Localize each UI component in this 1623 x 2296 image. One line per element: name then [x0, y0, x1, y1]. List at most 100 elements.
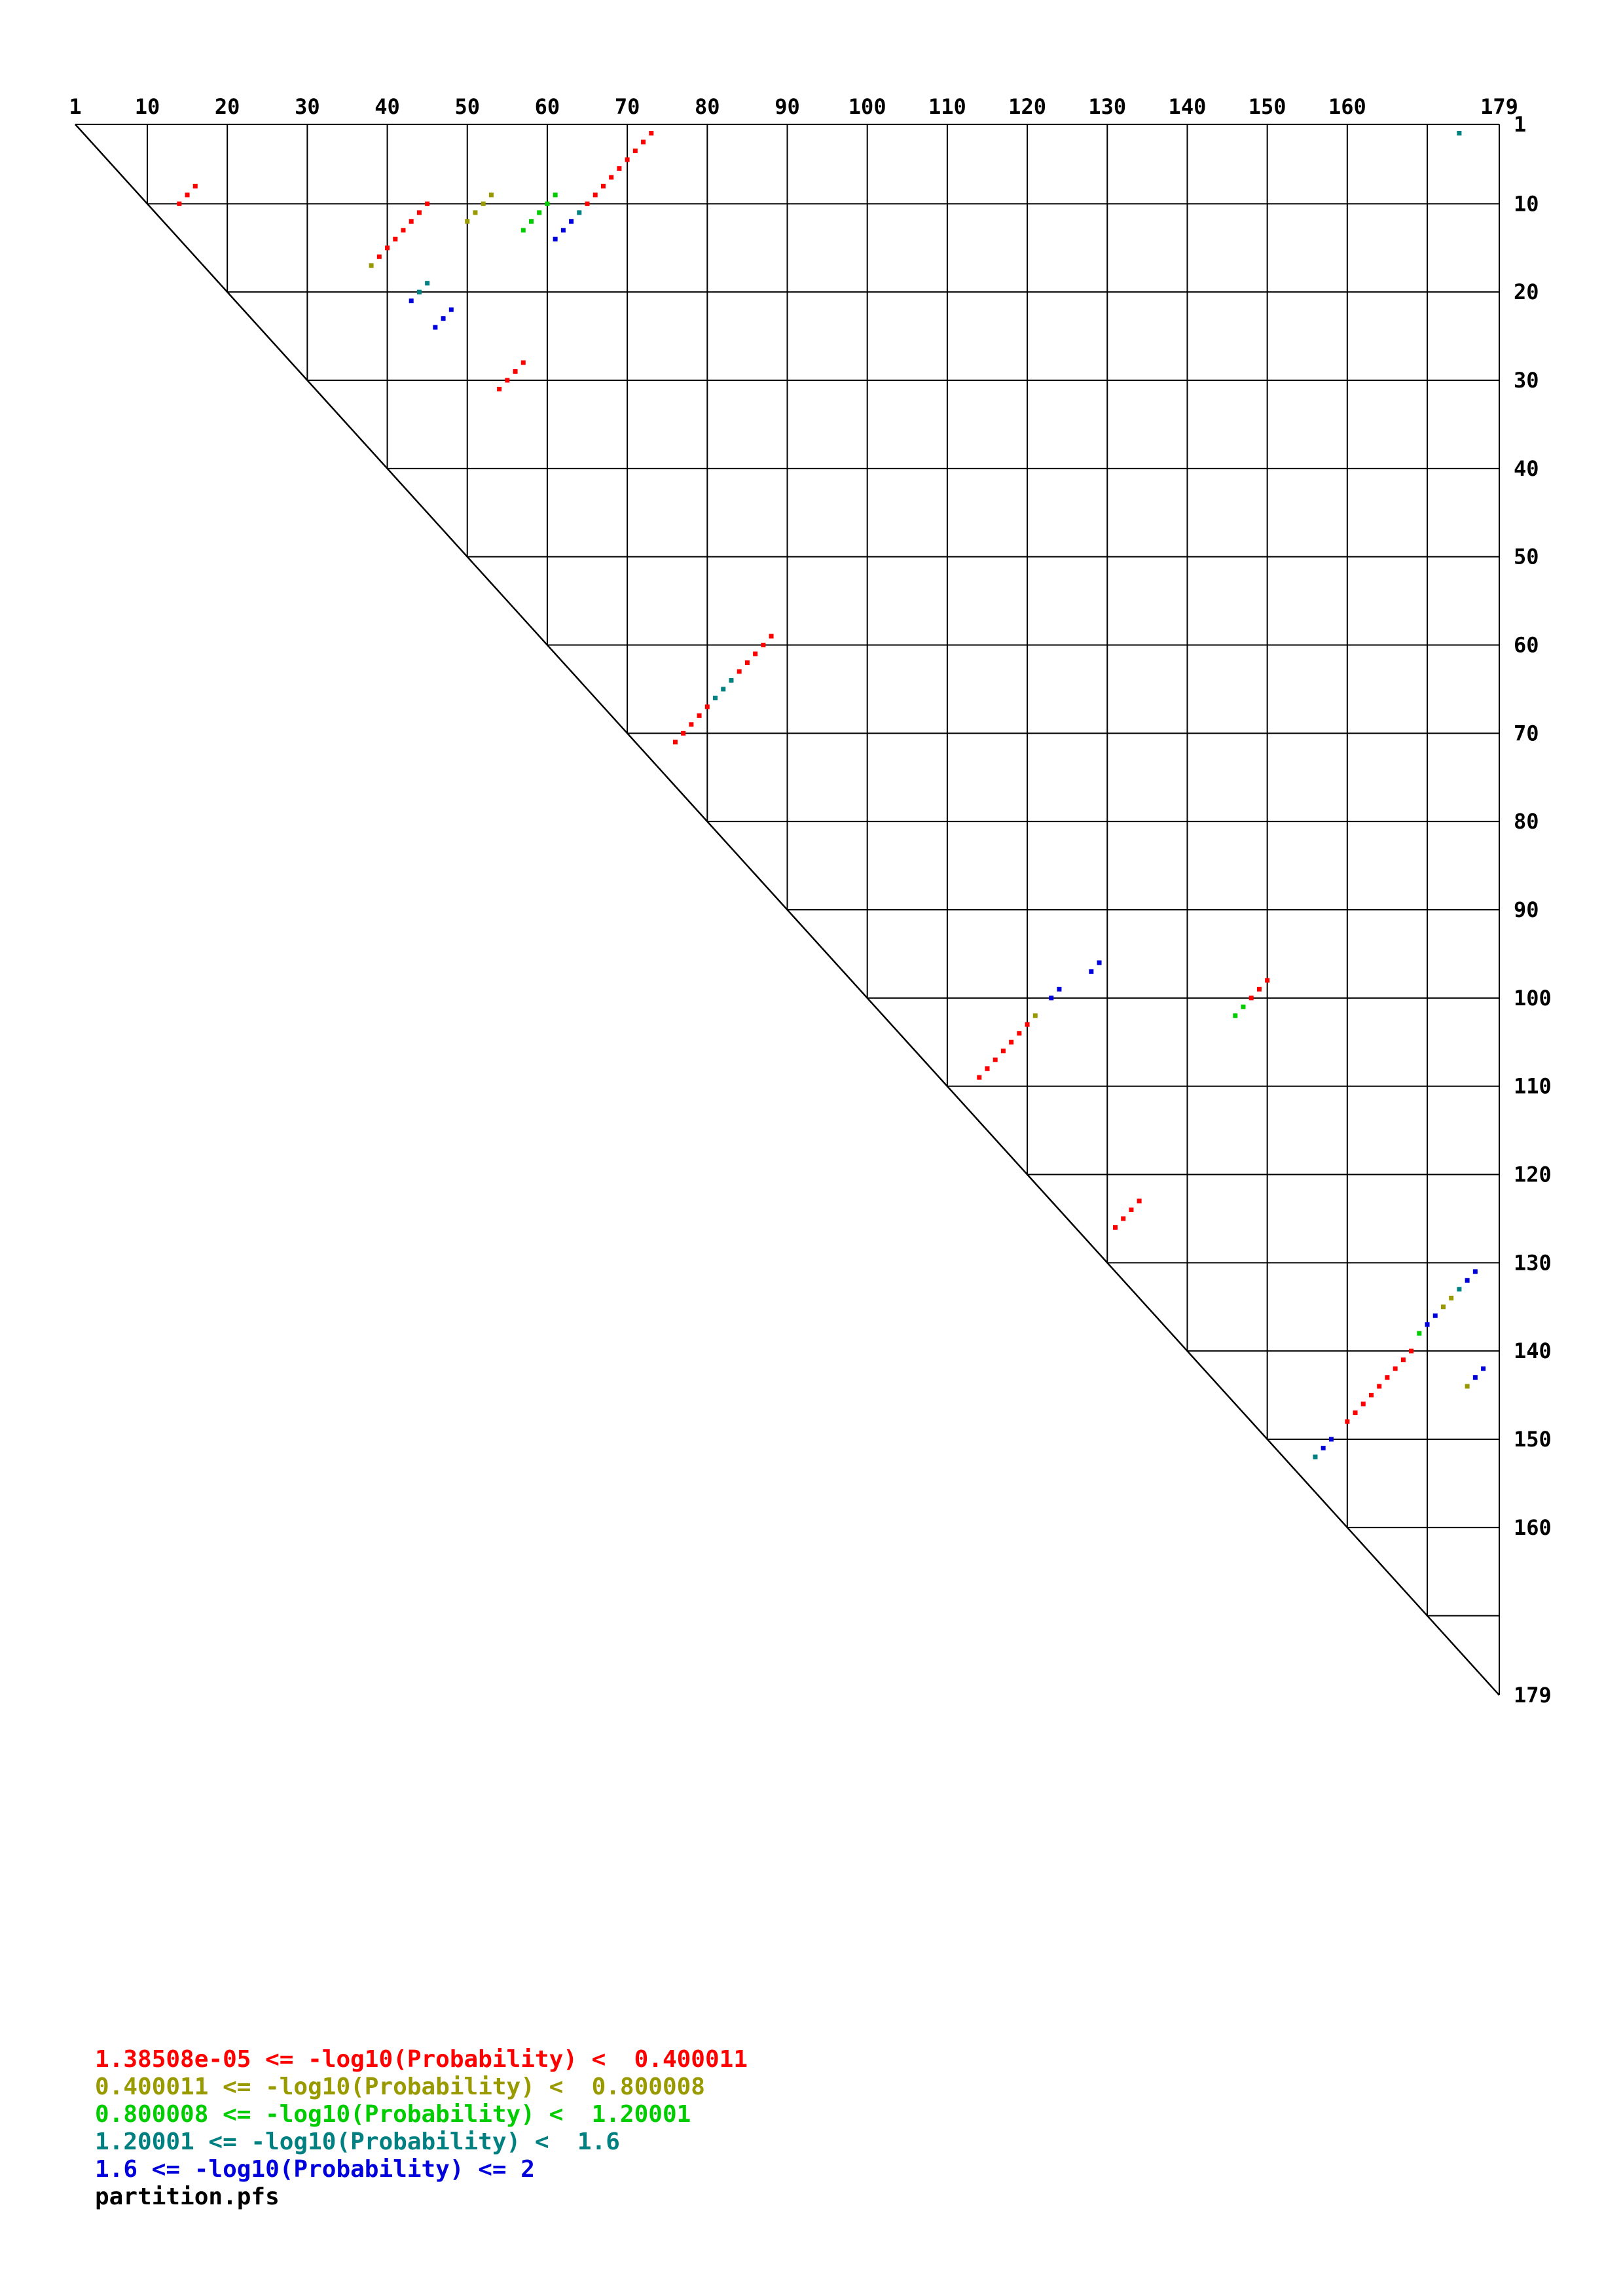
data-point [520, 360, 526, 365]
data-point [977, 1075, 982, 1080]
y-axis-tick-label: 50 [1514, 545, 1539, 569]
data-point [649, 130, 654, 135]
x-axis-tick-label: 40 [374, 94, 400, 119]
data-point [1409, 1348, 1414, 1354]
data-point [737, 669, 742, 674]
data-point [1360, 1401, 1366, 1407]
y-axis-tick-label: 140 [1514, 1338, 1552, 1363]
data-point [1121, 1216, 1126, 1221]
data-point [1377, 1384, 1382, 1389]
data-point [1025, 1022, 1030, 1027]
data-point [1017, 1031, 1022, 1036]
data-point [545, 201, 550, 206]
data-point [481, 201, 486, 206]
data-point [593, 192, 598, 198]
data-point [1457, 130, 1462, 135]
data-point [393, 236, 398, 242]
data-point [1249, 996, 1254, 1001]
data-point [600, 183, 606, 188]
data-point [433, 325, 438, 330]
data-point [713, 695, 718, 700]
data-point [721, 687, 726, 692]
y-axis-tick-label: 70 [1514, 721, 1539, 745]
data-point [1032, 1013, 1038, 1018]
data-point [1000, 1049, 1006, 1054]
y-axis-tick-label: 120 [1514, 1162, 1552, 1187]
data-point [632, 148, 638, 153]
data-point [1097, 960, 1102, 965]
data-point [1353, 1410, 1358, 1416]
data-point [401, 228, 406, 233]
x-axis-tick-label: 20 [215, 94, 240, 119]
data-point [1472, 1269, 1478, 1274]
data-point [1472, 1375, 1478, 1380]
y-axis-tick-label: 179 [1514, 1683, 1552, 1708]
data-point [560, 228, 566, 233]
data-point [744, 660, 750, 665]
x-axis-tick-label: 140 [1169, 94, 1207, 119]
data-point [1129, 1207, 1134, 1212]
x-axis-tick-label: 90 [775, 94, 800, 119]
legend-line-red: 1.38508e-05 <= -log10(Probability) < 0.4… [95, 2046, 748, 2073]
data-point [569, 219, 574, 224]
data-point [177, 201, 182, 206]
data-point [1328, 1437, 1334, 1442]
data-point [1256, 986, 1262, 992]
legend-line-blue: 1.6 <= -log10(Probability) <= 2 [95, 2156, 535, 2183]
data-point [1321, 1445, 1326, 1450]
data-point [505, 378, 510, 383]
plot-group: 1 10 20 30 40 50 60 70 80 90 100 110 120 130 140 150 160… [69, 94, 1551, 1708]
data-point [513, 369, 518, 374]
data-point [416, 210, 422, 215]
data-point [1465, 1278, 1470, 1283]
x-axis-tick-label: 150 [1249, 94, 1286, 119]
data-point [1233, 1013, 1238, 1018]
data-point [1400, 1357, 1406, 1363]
data-point [1385, 1375, 1390, 1380]
data-point [376, 254, 382, 259]
x-axis-tick-label: 70 [615, 94, 640, 119]
data-point [681, 730, 686, 736]
data-point [369, 263, 374, 268]
data-point [1425, 1322, 1430, 1327]
x-axis-tick-label: 50 [454, 94, 480, 119]
data-point [425, 281, 430, 286]
data-point [1440, 1304, 1446, 1310]
y-axis-tick-label: 1 [1514, 112, 1526, 137]
data-point [1345, 1419, 1350, 1424]
data-point [448, 307, 454, 312]
x-axis-tick-label: 179 [1480, 94, 1518, 119]
legend-line-olive: 0.400011 <= -log10(Probability) < 0.8000… [95, 2073, 705, 2100]
data-point [416, 289, 422, 295]
diagonal-line [75, 124, 1500, 1696]
data-point [704, 704, 710, 709]
data-point [1112, 1225, 1118, 1230]
legend: 1.38508e-05 <= -log10(Probability) < 0.4… [95, 2046, 748, 2210]
data-point [1137, 1198, 1142, 1204]
data-point [1057, 986, 1062, 992]
data-point [609, 175, 614, 180]
data-point [689, 722, 694, 727]
data-point [1009, 1039, 1014, 1045]
data-point [1449, 1295, 1454, 1300]
y-axis-tick-label: 130 [1514, 1250, 1552, 1275]
data-point [465, 219, 470, 224]
data-point [577, 210, 582, 215]
x-axis-tick-label: 130 [1088, 94, 1126, 119]
y-axis-tick-label: 150 [1514, 1427, 1552, 1452]
data-point [409, 219, 414, 224]
legend-line-green: 0.800008 <= -log10(Probability) < 1.2000… [95, 2101, 691, 2128]
data-point [1417, 1331, 1422, 1336]
data-point [985, 1066, 990, 1071]
data-point [488, 192, 494, 198]
data-point [697, 713, 702, 718]
data-point [553, 192, 558, 198]
y-axis-tick-label: 80 [1514, 809, 1539, 834]
data-point [585, 201, 590, 206]
data-point [528, 219, 534, 224]
data-point [385, 245, 390, 251]
data-point [1368, 1393, 1374, 1398]
y-axis-tick-label: 20 [1514, 279, 1539, 304]
